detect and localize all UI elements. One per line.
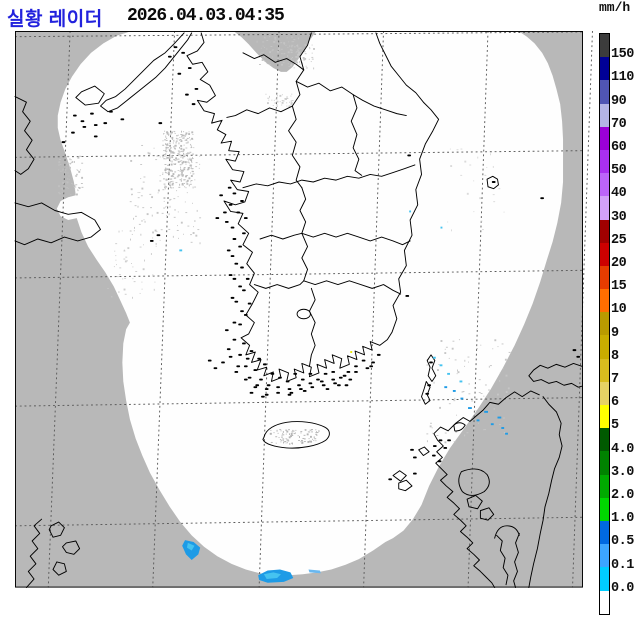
scale-label-150: 150 <box>611 47 634 63</box>
scale-band-70 <box>600 103 609 127</box>
scale-label-9: 9 <box>611 325 619 341</box>
precip-specks-strait-light <box>179 210 463 383</box>
scale-band-150 <box>600 34 609 58</box>
scale-band-1.0 <box>600 497 609 521</box>
timestamp: 2026.04.03.04:35 <box>127 6 285 26</box>
scale-label-5: 5 <box>611 418 619 434</box>
scale-band-50 <box>600 149 609 174</box>
scale-label-3.0: 3.0 <box>611 464 634 480</box>
scale-band-110 <box>600 57 609 81</box>
scale-label-110: 110 <box>611 70 634 86</box>
scale-label-25: 25 <box>611 232 627 248</box>
ulleungdo-island <box>486 175 499 190</box>
scale-band-9 <box>600 312 609 336</box>
scale-label-30: 30 <box>611 209 627 225</box>
scale-band-60 <box>600 126 609 150</box>
scale-band-0.0 <box>600 567 609 591</box>
precip-speck-yellow <box>350 351 353 353</box>
scale-band-0.5 <box>600 520 609 545</box>
coastlines <box>14 32 583 589</box>
legend-unit-label: mm/h <box>599 0 631 15</box>
scale-label-70: 70 <box>611 116 627 132</box>
tsushima-island <box>421 354 437 405</box>
scale-band-4.0 <box>600 428 609 452</box>
scale-label-90: 90 <box>611 93 627 109</box>
china-coastline <box>14 32 193 589</box>
scale-label-60: 60 <box>611 140 627 155</box>
scale-label-0.5: 0.5 <box>611 534 634 550</box>
radar-map <box>14 31 593 589</box>
scale-band-10 <box>600 289 609 313</box>
scale-band-max <box>600 590 609 614</box>
clutter-echo-speckles <box>57 36 511 445</box>
scale-label-2.0: 2.0 <box>611 488 634 503</box>
precip-specks-strait <box>444 386 508 435</box>
scale-band-8 <box>600 335 609 359</box>
scale-band-90 <box>600 80 609 104</box>
scale-band-2.0 <box>600 474 609 498</box>
scale-label-0.0: 0.0 <box>611 580 634 596</box>
korea-coastline <box>186 32 440 382</box>
korea-province-borders <box>226 32 416 367</box>
scale-label-20: 20 <box>611 256 627 271</box>
scale-label-8: 8 <box>611 348 619 364</box>
scale-label-15: 15 <box>611 279 627 295</box>
precip-patch-small <box>308 569 321 574</box>
jeju-island <box>262 421 330 449</box>
map-border <box>15 31 583 588</box>
precip-color-scale <box>599 33 610 615</box>
scale-band-40 <box>600 173 609 197</box>
scale-band-15 <box>600 265 609 290</box>
scale-label-0.1: 0.1 <box>611 557 634 573</box>
scale-band-20 <box>600 242 609 266</box>
kyushu-coastline <box>392 362 583 589</box>
scale-label-50: 50 <box>611 163 627 179</box>
scale-band-6 <box>600 381 609 405</box>
precipitation-echoes <box>179 210 508 583</box>
scale-band-0.1 <box>600 544 609 568</box>
scale-band-3.0 <box>600 451 609 475</box>
scale-label-7: 7 <box>611 372 619 387</box>
island-dots <box>61 46 581 481</box>
scale-label-6: 6 <box>611 395 619 411</box>
scale-band-5 <box>600 405 609 429</box>
scale-band-30 <box>600 196 609 220</box>
scale-label-4.0: 4.0 <box>611 441 634 457</box>
page-title: 실황 레이더 <box>7 9 103 30</box>
scale-label-10: 10 <box>611 302 627 318</box>
scale-band-7 <box>600 358 609 382</box>
scale-label-40: 40 <box>611 186 627 202</box>
scale-band-25 <box>600 219 609 243</box>
scale-label-1.0: 1.0 <box>611 511 634 527</box>
